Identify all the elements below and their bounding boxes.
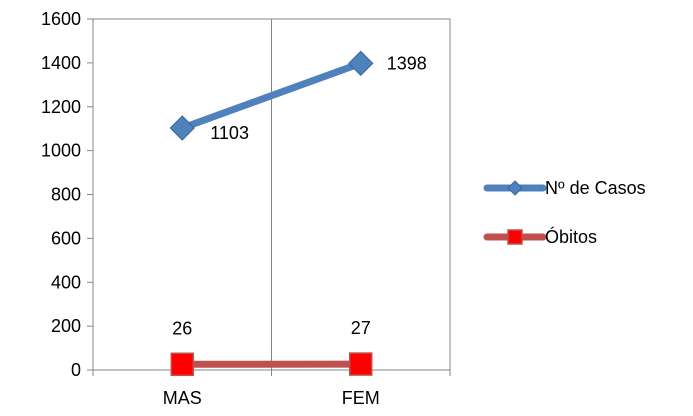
data-labels: 1103 1398 26 27 xyxy=(172,53,427,338)
y-tick-label: 1000 xyxy=(41,141,81,161)
y-tick-label: 200 xyxy=(51,316,81,336)
x-tick-labels: MAS FEM xyxy=(163,388,380,408)
y-tick-label: 600 xyxy=(51,228,81,248)
legend: Nº de Casos Óbitos xyxy=(483,178,646,247)
y-tick-label: 1400 xyxy=(41,53,81,73)
y-tick-label: 1600 xyxy=(41,9,81,29)
legend-label: Nº de Casos xyxy=(545,178,646,198)
data-label: 1398 xyxy=(387,53,427,73)
data-label: 26 xyxy=(172,318,192,338)
data-point-obitos xyxy=(349,352,373,376)
y-tick-label: 1200 xyxy=(41,97,81,117)
y-tick-label: 400 xyxy=(51,272,81,292)
x-tick-label: FEM xyxy=(342,388,380,408)
data-point-casos xyxy=(169,115,195,141)
data-label: 27 xyxy=(351,318,371,338)
y-tick-label: 0 xyxy=(71,360,81,380)
data-point-casos xyxy=(348,50,374,77)
axes xyxy=(87,18,451,376)
data-label: 1103 xyxy=(210,123,249,143)
legend-marker-square xyxy=(507,229,523,245)
legend-label: Óbitos xyxy=(545,226,597,247)
y-tick-label: 800 xyxy=(51,185,81,205)
series-line-casos xyxy=(178,59,365,132)
series-markers xyxy=(169,50,374,377)
x-tick-label: MAS xyxy=(163,388,202,408)
data-point-obitos xyxy=(170,352,194,377)
series-lines xyxy=(178,59,365,368)
legend-marker-diamond xyxy=(507,180,523,196)
y-tick-labels: 0 200 400 600 800 1000 1200 1400 1600 xyxy=(41,9,81,380)
